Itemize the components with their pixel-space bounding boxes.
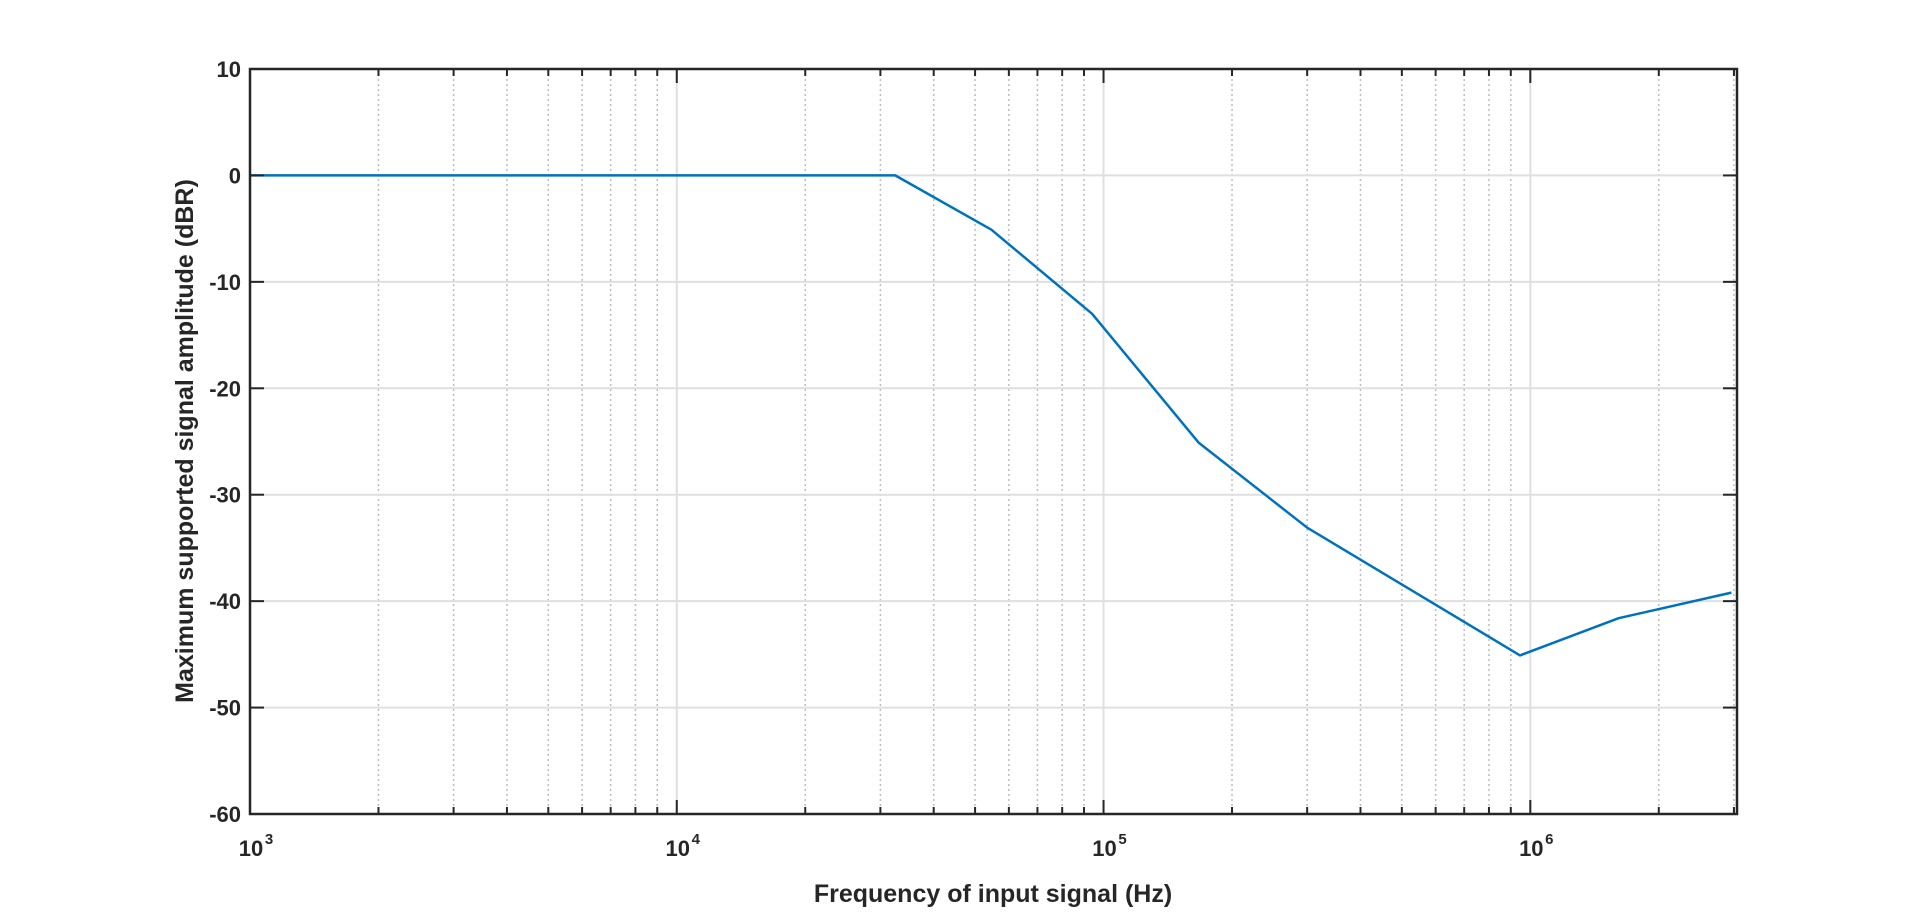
axes-box bbox=[248, 67, 1739, 816]
x-tick-base: 10 bbox=[1519, 836, 1543, 861]
series-line bbox=[250, 174, 1732, 657]
data-series bbox=[250, 174, 1732, 657]
x-tick-base: 10 bbox=[666, 836, 690, 861]
y-tick-label: -10 bbox=[209, 270, 241, 295]
major-gridlines bbox=[250, 69, 1737, 814]
y-tick-labels: 10 0 -10 -20 -30 -40 -50 -60 bbox=[209, 57, 241, 827]
y-axis-label: Maximum supported signal amplitude (dBR) bbox=[171, 179, 199, 703]
y-tick-label: 10 bbox=[217, 57, 241, 82]
x-tick-label: 10 6 bbox=[1519, 831, 1553, 861]
y-tick-label: -60 bbox=[209, 802, 241, 827]
y-tick-label: -40 bbox=[209, 589, 241, 614]
x-tick-label: 10 4 bbox=[666, 831, 701, 861]
x-tick-exponent: 6 bbox=[1545, 831, 1553, 848]
y-tick-label: -30 bbox=[209, 483, 241, 508]
y-tick-label: -50 bbox=[209, 696, 241, 721]
x-tick-exponent: 3 bbox=[265, 831, 273, 848]
y-tick-label: -20 bbox=[209, 376, 241, 401]
x-tick-base: 10 bbox=[239, 836, 263, 861]
minor-gridlines bbox=[377, 69, 1735, 814]
y-tick-label: 0 bbox=[229, 163, 241, 188]
x-tick-exponent: 5 bbox=[1118, 831, 1126, 848]
plot-frame bbox=[248, 67, 1739, 816]
x-tick-labels: 10 3 10 4 10 5 10 6 bbox=[239, 831, 1554, 861]
x-tick-exponent: 4 bbox=[692, 831, 701, 848]
x-tick-base: 10 bbox=[1092, 836, 1116, 861]
x-axis-label: Frequency of input signal (Hz) bbox=[814, 880, 1172, 908]
x-tick-label: 10 3 bbox=[239, 831, 273, 861]
x-tick-label: 10 5 bbox=[1092, 831, 1126, 861]
axis-ticks bbox=[249, 68, 1737, 815]
